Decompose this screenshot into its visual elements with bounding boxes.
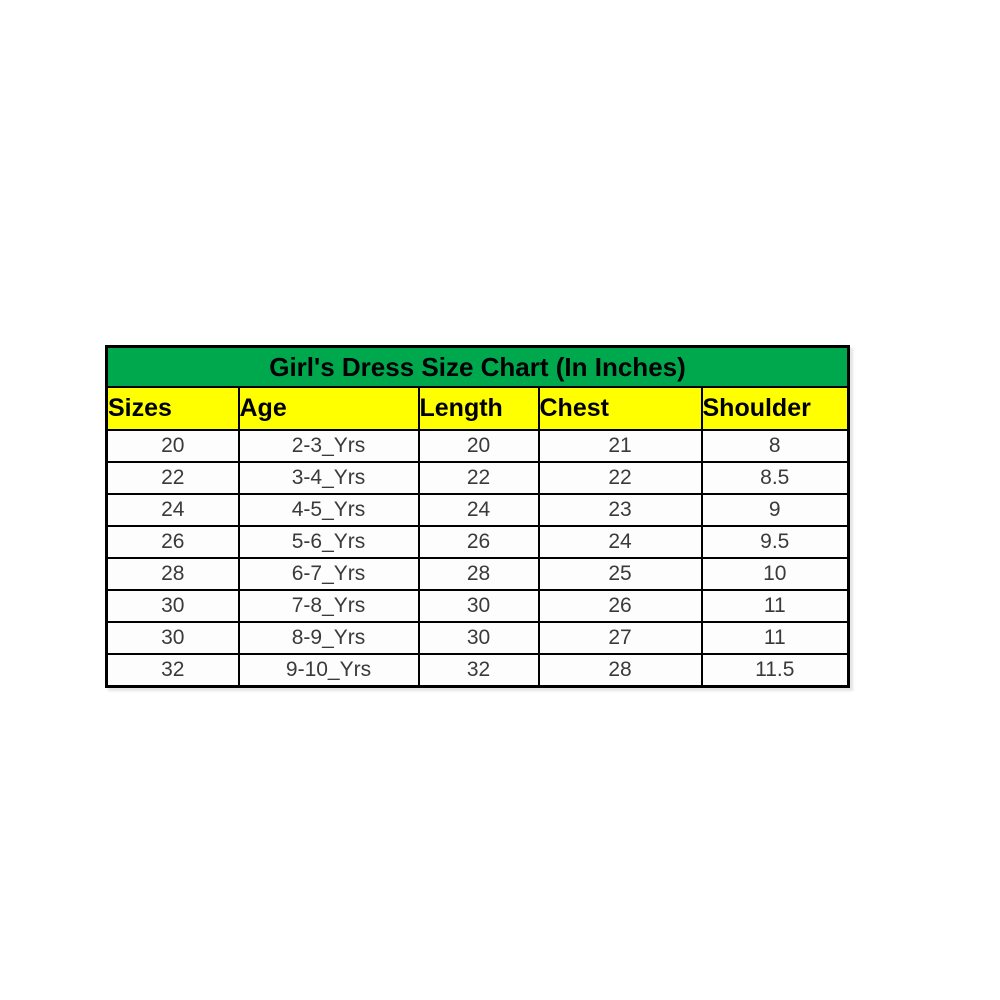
table-cell: 9 (700, 492, 850, 527)
column-header-shoulder: Shoulder (700, 386, 850, 431)
table-cell: 11 (700, 620, 850, 655)
table-cell: 5-6_Yrs (237, 524, 420, 559)
table-cell: 28 (105, 556, 240, 591)
table-cell: 22 (417, 460, 540, 495)
table-cell: 21 (537, 429, 703, 463)
table-header-row: Sizes Age Length Chest Shoulder (105, 386, 850, 431)
table-cell: 30 (417, 588, 540, 623)
table-row: 28 6-7_Yrs 28 25 10 (105, 556, 850, 591)
table-cell: 6-7_Yrs (237, 556, 420, 591)
column-header-length: Length (417, 386, 540, 431)
table-cell: 28 (537, 652, 703, 688)
table-cell: 10 (700, 556, 850, 591)
table-cell: 3-4_Yrs (237, 460, 420, 495)
table-cell: 28 (417, 556, 540, 591)
table-cell: 20 (417, 429, 540, 463)
table-cell: 27 (537, 620, 703, 655)
size-chart-table: Girl's Dress Size Chart (In Inches) Size… (105, 345, 851, 688)
table-cell: 11.5 (700, 652, 850, 688)
table-cell: 22 (537, 460, 703, 495)
table-cell: 30 (105, 588, 240, 623)
table-cell: 8-9_Yrs (237, 620, 420, 655)
table-cell: 23 (537, 492, 703, 527)
table-row: 30 7-8_Yrs 30 26 11 (105, 588, 850, 623)
column-header-chest: Chest (537, 386, 703, 431)
table-row: 24 4-5_Yrs 24 23 9 (105, 492, 850, 527)
table-cell: 7-8_Yrs (237, 588, 420, 623)
table-cell: 25 (537, 556, 703, 591)
table-cell: 22 (105, 460, 240, 495)
table-row: 30 8-9_Yrs 30 27 11 (105, 620, 850, 655)
table-cell: 26 (417, 524, 540, 559)
table-cell: 24 (105, 492, 240, 527)
table-cell: 26 (105, 524, 240, 559)
table-cell: 32 (417, 652, 540, 688)
table-cell: 24 (417, 492, 540, 527)
table-row: 22 3-4_Yrs 22 22 8.5 (105, 460, 850, 495)
table-cell: 30 (105, 620, 240, 655)
table-cell: 30 (417, 620, 540, 655)
table-cell: 2-3_Yrs (237, 429, 420, 463)
column-header-sizes: Sizes (105, 386, 240, 431)
table-cell: 8.5 (700, 460, 850, 495)
chart-title: Girl's Dress Size Chart (In Inches) (105, 345, 850, 388)
table-cell: 11 (700, 588, 850, 623)
table-cell: 32 (105, 652, 240, 688)
table-cell: 26 (537, 588, 703, 623)
table-row: 32 9-10_Yrs 32 28 11.5 (105, 652, 850, 688)
column-header-age: Age (237, 386, 420, 431)
table-row: 20 2-3_Yrs 20 21 8 (105, 429, 850, 463)
table-cell: 4-5_Yrs (237, 492, 420, 527)
table-title-row: Girl's Dress Size Chart (In Inches) (105, 345, 850, 388)
table-cell: 8 (700, 429, 850, 463)
table-cell: 9.5 (700, 524, 850, 559)
table-cell: 24 (537, 524, 703, 559)
table-row: 26 5-6_Yrs 26 24 9.5 (105, 524, 850, 559)
table-cell: 20 (105, 429, 240, 463)
table-cell: 9-10_Yrs (237, 652, 420, 688)
